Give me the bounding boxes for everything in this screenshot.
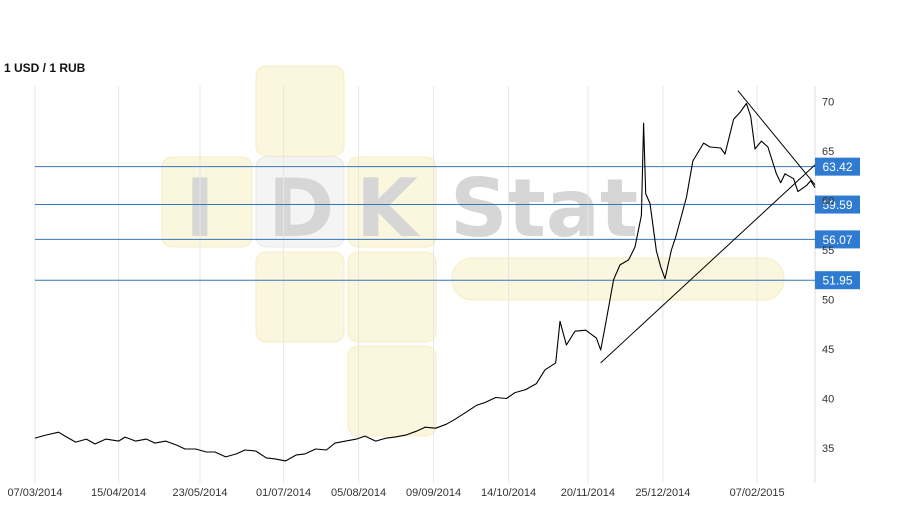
- x-tick-label: 23/05/2014: [172, 487, 227, 499]
- y-tick-label: 50: [822, 295, 834, 307]
- watermark-block: [347, 345, 437, 437]
- level-label: 51.95: [822, 274, 852, 288]
- x-tick-label: 15/04/2014: [91, 487, 146, 499]
- y-tick-label: 70: [822, 97, 834, 109]
- grid: [34, 86, 816, 483]
- watermark-block: [347, 251, 437, 343]
- watermark-bar: [451, 257, 785, 301]
- x-tick-label: 07/02/2015: [730, 487, 785, 499]
- y-tick-label: 35: [822, 443, 834, 455]
- watermark-block: [255, 65, 345, 157]
- level-label: 56.07: [822, 233, 852, 247]
- y-tick-label: 40: [822, 394, 834, 406]
- x-tick-label: 05/08/2014: [331, 487, 386, 499]
- x-axis: 07/03/2014 15/04/2014 23/05/2014 01/07/2014…: [7, 487, 784, 499]
- horizontal-levels: 63.42 59.59 56.07 51.95: [35, 157, 860, 290]
- watermark-block: [161, 156, 253, 248]
- x-tick-label: 14/10/2014: [481, 487, 536, 499]
- chart-title: 1 USD / 1 RUB: [4, 61, 86, 75]
- level-label-box: [815, 195, 860, 214]
- series-layer: [34, 102, 816, 462]
- watermark-letter: K: [356, 162, 421, 255]
- y-axis: 35 40 45 50 55 60 65 70: [822, 97, 834, 456]
- watermark-block: [255, 156, 345, 248]
- y-tick-label: 45: [822, 344, 834, 356]
- level-label: 59.59: [822, 198, 852, 212]
- level-label-box: [815, 271, 860, 290]
- x-tick-label: 09/09/2014: [406, 487, 461, 499]
- x-tick-label: 20/11/2014: [561, 487, 615, 499]
- y-tick-label: 55: [822, 245, 834, 257]
- x-tick-label: 07/03/2014: [7, 487, 62, 499]
- level-label: 63.42: [822, 160, 852, 174]
- x-tick-label: 25/12/2014: [635, 487, 690, 499]
- level-label-box: [815, 230, 860, 249]
- watermark-block: [255, 251, 345, 343]
- level-label-box: [815, 157, 860, 176]
- watermark-letter: D: [268, 162, 334, 255]
- trend-lines: [600, 90, 816, 364]
- watermark: I D K Stat: [161, 65, 785, 437]
- series-line: [34, 102, 816, 462]
- watermark-letter: Stat: [450, 162, 638, 255]
- y-tick-label: 60: [822, 196, 834, 208]
- x-tick-label: 01/07/2014: [256, 487, 311, 499]
- trend-line: [600, 164, 816, 364]
- trend-line: [737, 90, 816, 185]
- y-tick-label: 65: [822, 146, 834, 158]
- watermark-block: [347, 156, 437, 248]
